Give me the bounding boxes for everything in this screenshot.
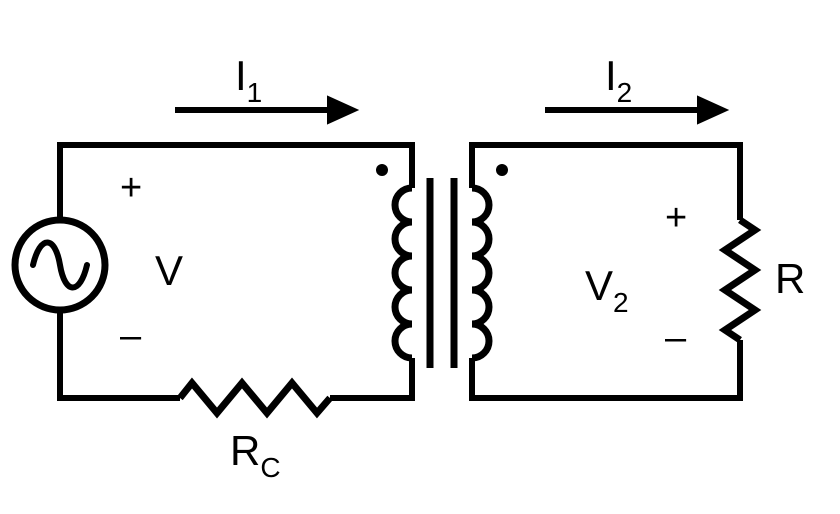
label-i2-main: I bbox=[605, 52, 617, 99]
label-r: R bbox=[775, 255, 805, 302]
resistor-r bbox=[725, 220, 755, 340]
label-v2-sub: 2 bbox=[613, 287, 629, 318]
label-rc: RC bbox=[230, 427, 281, 483]
polarity-v-minus: – bbox=[120, 315, 142, 357]
arrow-i2 bbox=[545, 100, 722, 120]
label-rc-main: R bbox=[230, 427, 260, 474]
arrow-i1 bbox=[175, 100, 352, 120]
transformer-circuit-diagram: I1 I2 V V2 R RC + – + – bbox=[0, 0, 840, 514]
label-i2: I2 bbox=[605, 52, 632, 108]
label-i2-sub: 2 bbox=[617, 77, 633, 108]
dot-secondary bbox=[496, 164, 508, 176]
transformer-primary-coil bbox=[395, 188, 412, 358]
label-v: V bbox=[155, 247, 183, 294]
polarity-v-plus: + bbox=[120, 167, 142, 209]
label-v2: V2 bbox=[585, 262, 629, 318]
label-i1-main: I bbox=[235, 52, 247, 99]
ac-source-sine-icon bbox=[33, 243, 87, 288]
label-rc-sub: C bbox=[260, 452, 280, 483]
label-v2-main: V bbox=[585, 262, 613, 309]
label-i1-sub: 1 bbox=[247, 77, 263, 108]
resistor-rc bbox=[180, 383, 330, 413]
label-i1: I1 bbox=[235, 52, 262, 108]
transformer-secondary-coil bbox=[472, 188, 489, 358]
polarity-v2-plus: + bbox=[665, 197, 687, 239]
polarity-v2-minus: – bbox=[665, 317, 687, 359]
dot-primary bbox=[376, 164, 388, 176]
